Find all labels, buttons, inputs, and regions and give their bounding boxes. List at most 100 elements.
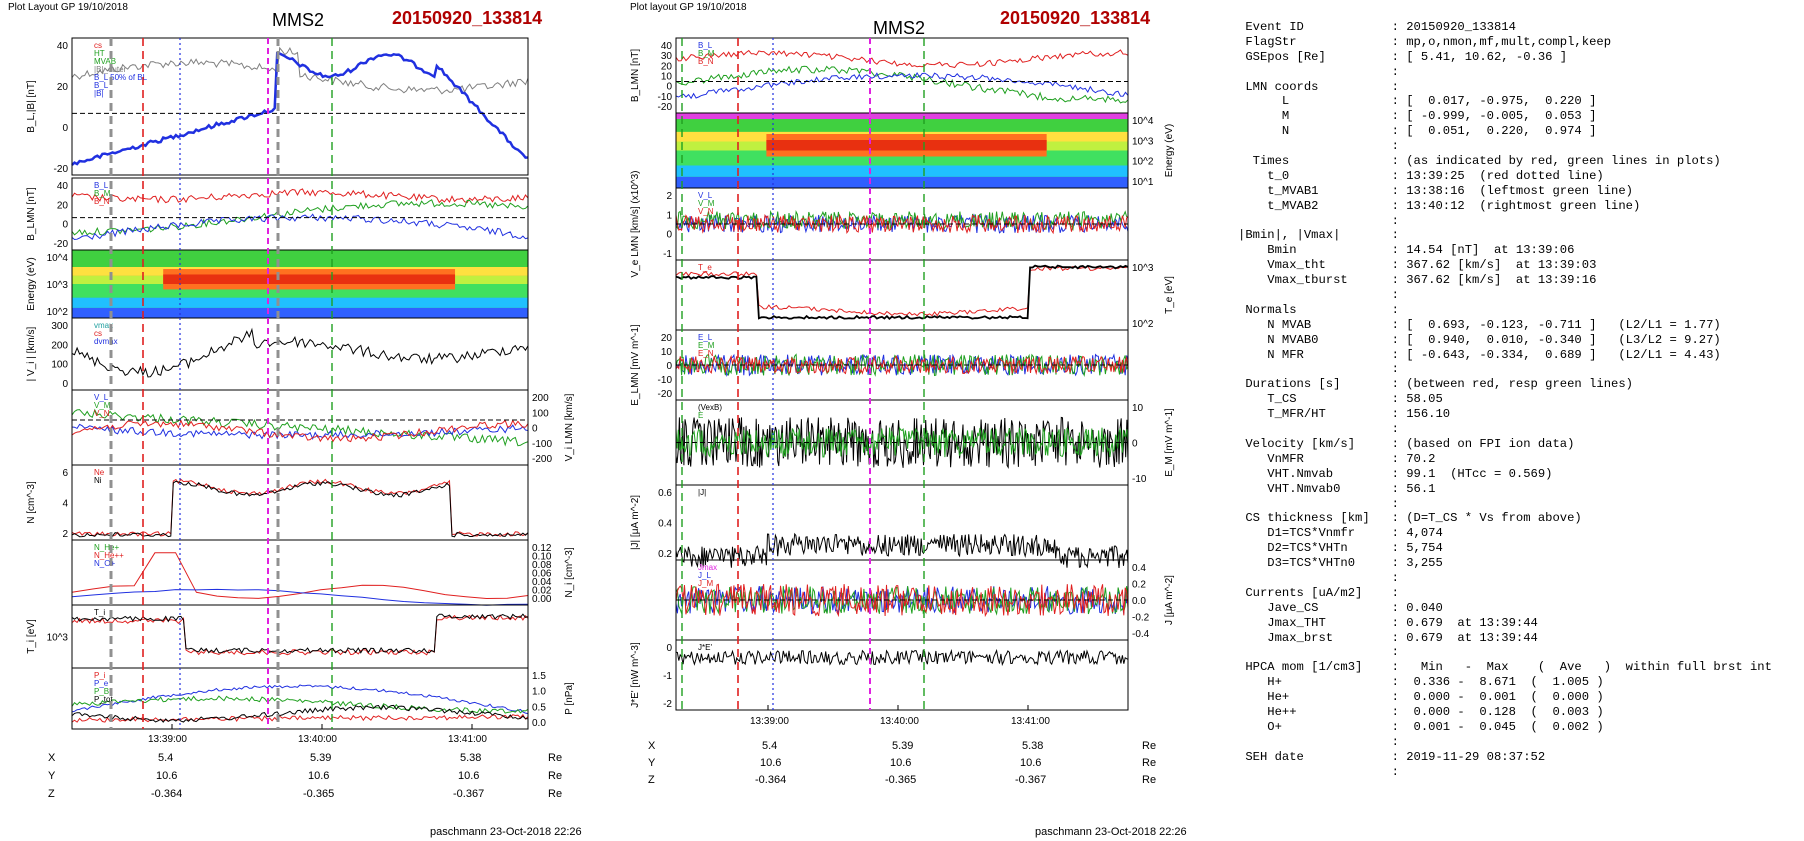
- info-value: :: [1391, 362, 1399, 377]
- info-value: : 99.1 (HTcc = 0.569): [1391, 466, 1553, 481]
- info-value: : 367.62 [km/s] at 13:39:16: [1391, 273, 1597, 288]
- left-pos-z-2: -0.365: [303, 788, 335, 800]
- info-row: Jmax_THT : 0.679 at 13:39:44: [1238, 616, 1798, 631]
- legend-label: E_L: [698, 333, 713, 342]
- y-axis-label: B_L,|B| [nT]: [26, 80, 37, 133]
- info-row: :: [1238, 422, 1798, 437]
- info-key: Currents [uA/m2]: [1238, 585, 1392, 600]
- legend-label: V_L: [698, 191, 713, 200]
- info-row: :: [1238, 139, 1798, 154]
- info-key: D3=TCS*VHTn0: [1238, 556, 1392, 571]
- spectrogram-band: [72, 297, 528, 308]
- y-tick-label: 20: [661, 61, 673, 72]
- middle-spacecraft-title: MMS2: [873, 18, 926, 38]
- y-tick-label: 10: [1132, 403, 1144, 414]
- info-value: : 0.000 - 0.001 ( 0.000 ): [1391, 690, 1604, 705]
- y-tick-label: 200: [51, 340, 68, 351]
- left-pos-label-x: X: [48, 752, 56, 764]
- y-tick-label: -2: [663, 699, 672, 710]
- y-tick-label: 1: [666, 210, 672, 221]
- series-line: [71, 327, 529, 378]
- info-key: CS thickness [km]: [1238, 511, 1392, 526]
- legend-label: T_i: [94, 608, 105, 617]
- series-line: [71, 695, 529, 714]
- info-row: L : [ 0.017, -0.975, 0.220 ]: [1238, 94, 1798, 109]
- y-tick-label: 40: [57, 41, 69, 52]
- series-line: [675, 532, 1129, 569]
- middle-pos-z-2: -0.365: [885, 774, 917, 786]
- y-tick-label: 10^2: [47, 307, 69, 318]
- info-key: [1238, 422, 1392, 436]
- info-row: Bmin : 14.54 [nT] at 13:39:06: [1238, 243, 1798, 258]
- legend-label: cs: [94, 41, 102, 50]
- left-pos-label-y: Y: [48, 770, 56, 782]
- series-line: [71, 52, 529, 166]
- legend-label: B_L 50% of BL: [94, 73, 148, 82]
- y-tick-label: 0.6: [658, 488, 672, 499]
- info-row: CS thickness [km] : (D=T_CS * Vs from ab…: [1238, 511, 1798, 526]
- info-key: [1238, 497, 1392, 511]
- info-value: : mp,o,nmon,mf,mult,compl,keep: [1391, 34, 1612, 49]
- series-line: [675, 213, 1129, 235]
- y-tick-label: -20: [54, 239, 69, 250]
- legend-label: N_He+: [94, 543, 119, 552]
- panel-frame: [71, 37, 529, 176]
- y-tick-label: -1: [663, 249, 672, 260]
- info-key: [1238, 214, 1392, 228]
- y-tick-label: 0.12: [532, 543, 552, 554]
- y-tick-label: 300: [51, 321, 68, 332]
- legend-label: E_M: [698, 341, 715, 350]
- info-value: : 367.62 [km/s] at 13:39:03: [1391, 258, 1597, 273]
- info-value: : 14.54 [nT] at 13:39:06: [1391, 243, 1575, 258]
- series-line: [675, 354, 1129, 376]
- middle-position-table: X 5.4 5.39 5.38 Re Y 10.6 10.6 10.6 Re Z…: [648, 740, 1168, 791]
- series-line: [675, 648, 1129, 667]
- info-value: : 5,754: [1391, 541, 1443, 556]
- info-value: : (based on FPI ion data): [1391, 436, 1575, 451]
- y-axis-label: N [cm^-3]: [26, 481, 37, 524]
- info-key: T_CS: [1238, 392, 1392, 407]
- y-tick-label: 0: [1132, 439, 1138, 450]
- info-value: : 56.1: [1391, 481, 1436, 496]
- info-key: [1238, 765, 1392, 779]
- info-row: Jave_CS : 0.040: [1238, 601, 1798, 616]
- spectrogram-band: [72, 250, 528, 267]
- spectrogram-core-band: [766, 140, 1047, 151]
- y-tick-label: 10: [661, 72, 673, 83]
- legend-label: (VexB): [698, 403, 722, 412]
- info-key: Vmax_tburst: [1238, 273, 1392, 288]
- y-tick-label: -20: [658, 102, 673, 113]
- left-pos-y-2: 10.6: [308, 770, 330, 782]
- info-value: :: [1391, 64, 1399, 79]
- info-row: :: [1238, 362, 1798, 377]
- info-value: :: [1391, 764, 1399, 779]
- left-pos-x-3: 5.38: [460, 752, 482, 764]
- info-key: |Bmin|, |Vmax|: [1238, 228, 1392, 243]
- info-key: [1238, 139, 1392, 153]
- info-key: VHT.Nmvab0: [1238, 481, 1392, 496]
- y-tick-label: 10: [661, 347, 673, 358]
- y-tick-label: 0: [666, 361, 672, 372]
- info-row: D2=TCS*VHTn : 5,754: [1238, 541, 1798, 556]
- info-value: :: [1391, 213, 1399, 228]
- info-key: Vmax_tht: [1238, 258, 1392, 273]
- info-value: :: [1391, 496, 1399, 511]
- legend-label: P_tot: [94, 695, 113, 704]
- y-tick-label: 2: [62, 529, 68, 540]
- series-line: [71, 188, 529, 204]
- info-value: : 70.2: [1391, 451, 1436, 466]
- info-value: : (between red, resp green lines): [1391, 377, 1633, 392]
- info-row: O+ : 0.001 - 0.045 ( 0.002 ): [1238, 720, 1798, 735]
- left-footer: paschmann 23-Oct-2018 22:26: [430, 826, 582, 838]
- info-row: FlagStr : mp,o,nmon,mf,mult,compl,keep: [1238, 35, 1798, 50]
- y-tick-label: 10^3: [47, 280, 69, 291]
- y-tick-label: 0.06: [532, 569, 552, 580]
- y-tick-label: 0: [532, 424, 538, 435]
- middle-pos-y-1: 10.6: [760, 757, 782, 769]
- info-key: H+: [1238, 675, 1392, 690]
- left-pos-y-3: 10.6: [458, 770, 480, 782]
- legend-label: MVAB: [94, 57, 116, 66]
- legend-label: dvmax: [94, 337, 118, 346]
- middle-footer: paschmann 23-Oct-2018 22:26: [1035, 826, 1187, 838]
- info-row: N MFR : [ -0.643, -0.334, 0.689 ] (L2/L1…: [1238, 348, 1798, 363]
